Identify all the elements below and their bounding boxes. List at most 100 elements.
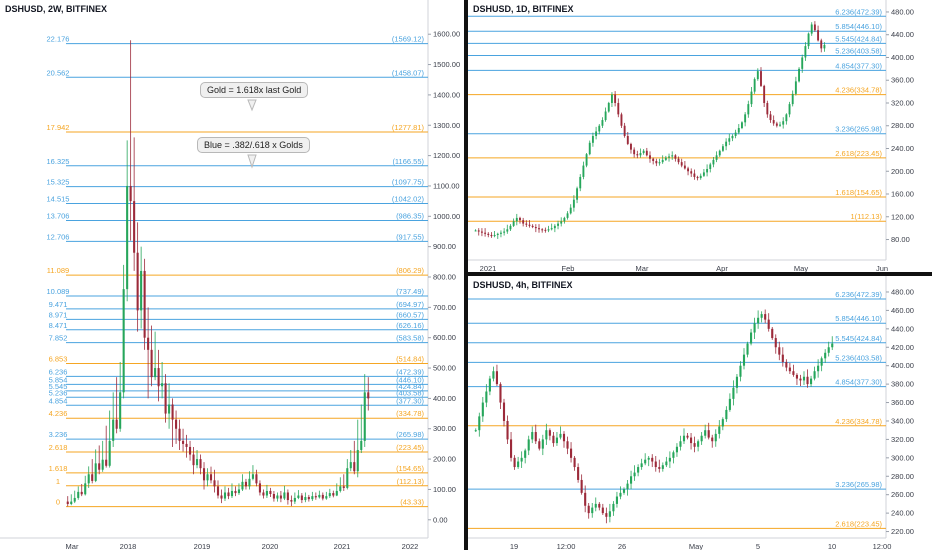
candle-body [515, 217, 518, 222]
fib-price-label: (917.55) [396, 232, 424, 241]
fib-price-label: (112.13) [855, 212, 883, 221]
candle-body [251, 474, 254, 479]
candle-body [610, 94, 613, 103]
candle-body [527, 439, 530, 451]
x-tick-label: 5 [756, 542, 760, 550]
fib-price-label: (583.58) [396, 334, 424, 343]
fib-price-label: (446.10) [396, 375, 424, 384]
fib-ratio-label: 5.236 [49, 388, 68, 397]
candle-body [573, 457, 576, 468]
candle-body [753, 323, 756, 333]
candle-body [680, 162, 683, 166]
candle-body [73, 497, 76, 502]
candle-body [307, 497, 310, 500]
candle-body [484, 232, 487, 234]
fib-level-label: 1(112.13) [850, 212, 882, 221]
fib-price-label: (806.29) [396, 266, 424, 275]
gold-note: Gold = 1.618x last Gold [200, 82, 309, 98]
fib-ratio-label: 2.618 [835, 149, 854, 158]
candle-body [735, 376, 738, 388]
candle-body [538, 441, 541, 449]
candle-body [150, 349, 153, 378]
candle-body [544, 229, 547, 231]
candle-body [718, 150, 721, 156]
fib-level-label: 2.618(223.45) [835, 149, 882, 158]
candle-body [598, 503, 601, 508]
fib-level-label: 5.236(403.58) [835, 353, 882, 362]
candle-body [721, 146, 724, 151]
fib-price-label: (626.16) [396, 321, 424, 330]
candle-body [813, 371, 816, 379]
candle-body [772, 120, 775, 124]
y-tick-label: 240.00 [891, 509, 914, 518]
fib-price-label: (154.65) [854, 188, 882, 197]
candle-body [91, 474, 94, 481]
fib-level-label: 5.236(403.58) [835, 46, 882, 55]
candle-body [157, 368, 160, 387]
candle-body [353, 462, 356, 472]
candle-body [655, 161, 658, 164]
fib-ratio-label: 6.236 [835, 290, 854, 299]
candle-body [87, 474, 90, 484]
candle-body [767, 319, 770, 329]
y-tick-label: 0.00 [433, 515, 448, 524]
fib-ratio-label: 4.236 [835, 86, 854, 95]
fib-ratio-label: 4.236 [835, 417, 854, 426]
candle-body [699, 175, 702, 179]
candle-body [122, 289, 125, 393]
y-tick-label: 400.00 [891, 53, 914, 62]
candle-body [94, 463, 97, 481]
y-tick-label: 1300.00 [433, 121, 460, 130]
candle-body [136, 252, 139, 311]
candle-body [820, 358, 823, 366]
fib-ratio-label: 1.618 [49, 464, 68, 473]
candle-body [206, 474, 209, 481]
candle-body [220, 495, 223, 499]
candle-body [513, 457, 516, 468]
panel-divider-horizontal[interactable] [464, 272, 932, 276]
candle-body [286, 492, 289, 501]
fib-level-label: 4.236(334.78) [835, 417, 882, 426]
fib-ratio-label: 3.236 [835, 480, 854, 489]
candle-body [237, 489, 241, 494]
blue-note-pointer [247, 154, 257, 169]
y-tick-label: 240.00 [891, 144, 914, 153]
fib-level-label: 5.545(424.84) [835, 34, 882, 43]
y-tick-label: 300.00 [433, 424, 456, 433]
y-tick-label: 420.00 [891, 343, 914, 352]
candle-body [763, 85, 766, 103]
candle-body [550, 228, 553, 230]
candle-body [147, 337, 150, 350]
y-tick-label: 440.00 [891, 30, 914, 39]
candle-body [617, 102, 620, 115]
candle-body [788, 367, 791, 372]
fib-ratio-label: 17.942 [47, 123, 70, 132]
candle-body [823, 44, 826, 49]
candle-body [766, 102, 769, 115]
candle-body [785, 114, 788, 122]
candle-body [182, 440, 185, 444]
chart-1d: 80.00 120.00 160.00 200.00 240.00 280.00 320.0… [468, 0, 914, 272]
candle-body [290, 500, 293, 502]
fib-ratio-label: 5.854 [835, 22, 854, 31]
fib-ratio-label: 1.618 [835, 188, 854, 197]
x-tick-label: 2021 [480, 264, 497, 272]
fib-price-label: (424.84) [396, 382, 424, 391]
fib-ratio-label: 16.325 [47, 157, 70, 166]
candle-body [258, 483, 261, 493]
x-tick-label: Apr [716, 264, 728, 272]
fib-level-label: 2.618(223.45) [835, 519, 882, 528]
x-tick-label: Jun [876, 264, 888, 272]
candle-body [80, 491, 83, 495]
candle-body [711, 437, 714, 442]
fib-ratio-label: 13.706 [47, 211, 70, 220]
candle-body [154, 368, 157, 378]
candle-body [171, 404, 174, 420]
fib-price-label: (446.10) [854, 22, 882, 31]
chart-title: DSHUSD, 2W, BITFINEX [5, 4, 107, 14]
candle-body [831, 343, 834, 348]
candle-body [750, 332, 753, 344]
candle-body [580, 479, 583, 493]
candle-body [746, 343, 749, 355]
y-tick-label: 220.00 [891, 527, 914, 536]
